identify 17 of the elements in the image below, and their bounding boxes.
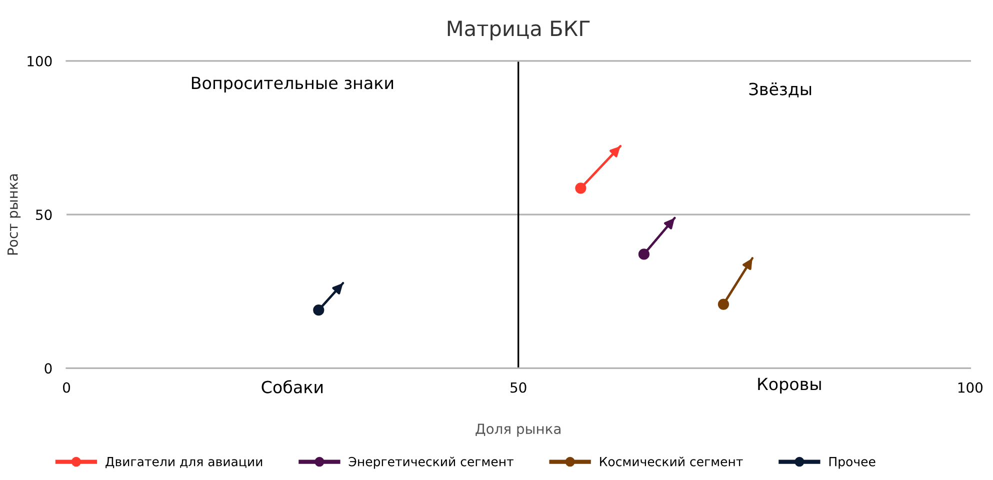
legend-label: Прочее (829, 457, 876, 469)
y-tick-label: 0 (44, 363, 52, 374)
x-axis-title: Доля рынка (476, 424, 560, 437)
annotation: Звёзды (749, 82, 812, 98)
annotation: Вопросительные знаки (192, 76, 394, 92)
text: Коровы (758, 378, 821, 394)
chart-title: Матрица БКГ (448, 20, 590, 40)
legend-label: Космический сегмент (600, 456, 743, 466)
x-tick-label: 50 (510, 382, 526, 393)
y-tick-label: 100 (28, 56, 52, 66)
x-tick-label: 0 (63, 382, 70, 393)
y-tick-label: 50 (36, 210, 52, 220)
legend-label: Двигатели для авиации (106, 457, 262, 468)
x-tick-label: 100 (958, 382, 982, 393)
y-axis-title: Рост рынка (8, 174, 21, 255)
text: Собаки (262, 380, 323, 394)
legend-label: Энергетический сегмент (348, 456, 514, 469)
